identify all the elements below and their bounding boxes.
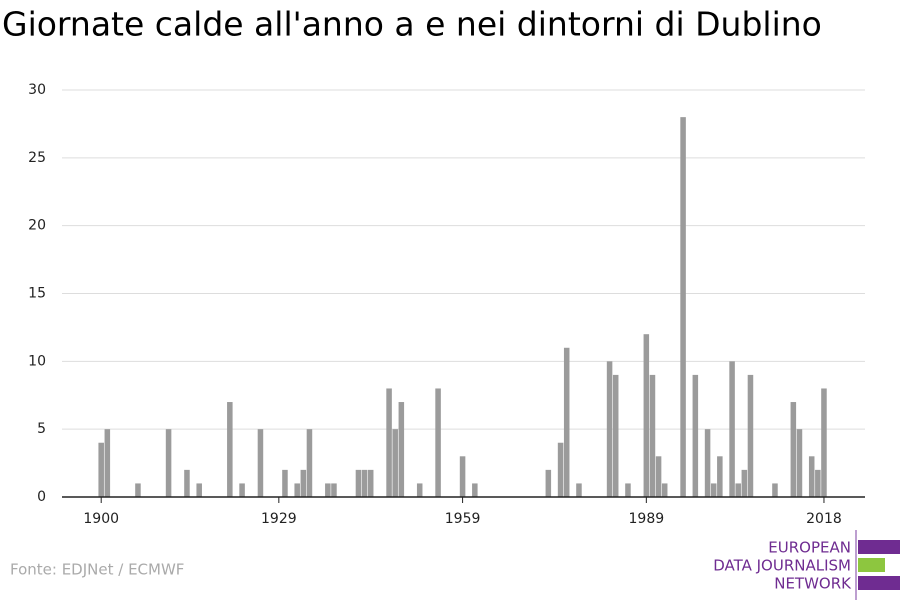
bar [294,483,300,497]
bar [704,429,711,497]
bar [772,483,778,497]
bar [808,456,815,497]
bar [306,429,313,497]
x-tick-label: 1989 [629,511,665,527]
bar [741,469,748,497]
bar [557,442,564,497]
logo-text: NETWORK [774,575,852,593]
bar [355,469,362,497]
bar [472,483,478,497]
bar [735,483,741,497]
y-tick-label: 15 [28,286,46,302]
y-tick-label: 25 [28,150,46,166]
bar [655,456,662,497]
logo-bar [858,576,900,590]
logo-text: DATA JOURNALISM [713,557,851,575]
bar [367,469,374,497]
bar [239,483,245,497]
bar [717,456,723,497]
x-tick-label: 1959 [445,511,481,527]
logo-text: EUROPEAN [768,539,851,557]
bar [331,483,337,497]
bar [643,334,650,497]
bar [227,402,233,497]
bar [815,469,821,497]
x-tick-label: 2018 [806,511,842,527]
bar [606,361,613,497]
bar [325,483,331,497]
bar [576,483,582,497]
bar [361,469,368,497]
bar [649,374,656,497]
bar [692,374,699,497]
y-tick-label: 10 [28,353,46,369]
bar [612,374,619,497]
y-tick-label: 5 [37,421,46,437]
bar [196,483,202,497]
bar [796,429,803,497]
bar [184,469,190,497]
bar [563,347,570,497]
bar [710,483,717,497]
x-tick-label: 1929 [261,511,297,527]
y-tick-label: 20 [28,218,46,234]
bar [435,388,441,497]
x-tick-label: 1900 [83,511,119,527]
bar [386,388,392,497]
bar [398,402,405,497]
bar [821,388,827,497]
bar [98,442,104,497]
bar [135,483,141,497]
bar [392,429,398,497]
logo-bar [858,558,885,572]
y-tick-label: 30 [28,82,46,98]
bar [416,483,423,497]
bar [104,429,111,497]
bar [625,483,631,497]
source: Fonte: EDJNet / ECMWF [10,561,184,579]
bar [459,456,466,497]
bar [282,469,288,497]
logo-bar [858,540,900,554]
bar [747,374,754,497]
bar [545,469,552,497]
bar [165,429,172,497]
bar [790,402,797,497]
bar [680,117,686,497]
bar [729,361,735,497]
bar [300,469,307,497]
chart-title: Giornate calde all'anno a e nei dintorni… [2,5,822,44]
y-tick-label: 0 [37,489,46,505]
bar [661,483,668,497]
bar [257,429,264,497]
